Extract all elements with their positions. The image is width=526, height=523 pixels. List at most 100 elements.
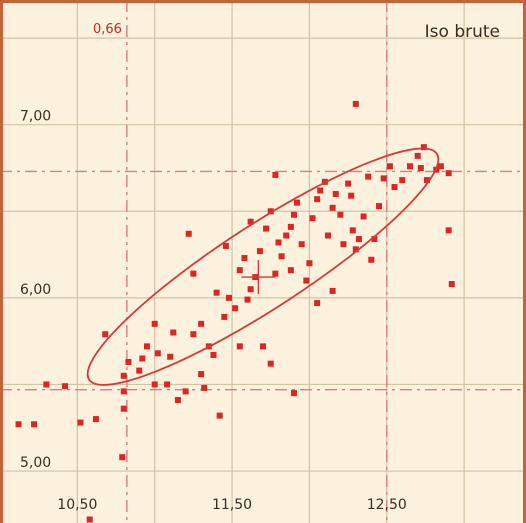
data-point [314, 300, 321, 307]
data-point [360, 213, 367, 220]
data-point [119, 454, 126, 461]
data-point [348, 192, 355, 199]
data-point [423, 177, 430, 184]
data-point [256, 248, 263, 255]
data-point [365, 173, 372, 180]
data-point [86, 516, 93, 523]
data-point [247, 218, 254, 225]
data-point [213, 289, 220, 296]
data-point [120, 388, 127, 395]
data-point [77, 419, 84, 426]
data-point [345, 180, 352, 187]
data-point [198, 371, 205, 378]
data-point [190, 270, 197, 277]
confidence-ellipse-layer [86, 147, 440, 386]
data-point [275, 239, 282, 246]
data-point [151, 320, 158, 327]
data-point [185, 230, 192, 237]
data-point [399, 177, 406, 184]
y-tick-label: 6,00 [20, 282, 51, 298]
x-tick-label: 10,50 [57, 497, 97, 513]
data-point [445, 227, 452, 234]
data-point [314, 196, 321, 203]
data-point [201, 384, 208, 391]
data-point [448, 281, 455, 288]
data-point [247, 286, 254, 293]
data-point [355, 235, 362, 242]
data-point [278, 253, 285, 260]
data-point [244, 296, 251, 303]
data-point [198, 320, 205, 327]
data-point [283, 232, 290, 239]
data-point [272, 270, 279, 277]
data-point [210, 352, 217, 359]
data-point [174, 397, 181, 404]
data-point [15, 421, 22, 428]
data-point [241, 255, 248, 262]
data-point [324, 232, 331, 239]
data-point [287, 223, 294, 230]
data-point [216, 412, 223, 419]
data-point [125, 358, 132, 365]
confidence-ellipse [86, 147, 440, 386]
data-point [139, 355, 146, 362]
data-point [232, 305, 239, 312]
data-point [317, 187, 324, 194]
data-point [337, 211, 344, 218]
y-tick-label: 7,00 [20, 109, 51, 125]
data-point [164, 381, 171, 388]
data-point [272, 171, 279, 178]
data-point [352, 100, 359, 107]
data-point [417, 164, 424, 171]
data-point [136, 367, 143, 374]
mean-crosshair [241, 260, 276, 295]
data-point [151, 381, 158, 388]
data-point [102, 331, 109, 338]
y-tick-label: 5,00 [20, 455, 51, 471]
data-point [380, 175, 387, 182]
data-point [236, 343, 243, 350]
data-point [437, 163, 444, 170]
data-point [61, 383, 68, 390]
data-point [368, 256, 375, 263]
data-point [92, 416, 99, 423]
correlation-label: 0,66 [93, 22, 122, 37]
data-point [290, 390, 297, 397]
data-point [309, 215, 316, 222]
chart-title: Iso brute [425, 22, 500, 42]
data-points [0, 100, 455, 523]
x-tick-label: 12,50 [367, 497, 407, 513]
data-point [290, 211, 297, 218]
tick-labels: 10,50 11,50 12,50 5,00 6,00 7,00 [20, 109, 407, 513]
data-point [143, 343, 150, 350]
data-point [340, 241, 347, 248]
data-point [329, 287, 336, 294]
data-point [391, 184, 398, 191]
data-point [303, 277, 310, 284]
data-point [260, 343, 266, 350]
data-point [352, 246, 359, 253]
data-point [294, 199, 301, 206]
data-point [371, 235, 378, 242]
data-point [236, 267, 243, 274]
data-point [167, 353, 174, 360]
data-point [420, 144, 427, 151]
data-point [43, 381, 50, 388]
data-point [406, 163, 413, 170]
data-point [182, 388, 189, 395]
data-point [349, 227, 356, 234]
data-point [329, 204, 336, 211]
data-point [376, 203, 383, 210]
data-point [154, 350, 161, 357]
data-point [221, 313, 228, 320]
data-point [332, 190, 339, 197]
data-point [306, 260, 313, 267]
data-point [222, 242, 229, 249]
data-point [190, 331, 197, 338]
data-point [414, 152, 421, 159]
